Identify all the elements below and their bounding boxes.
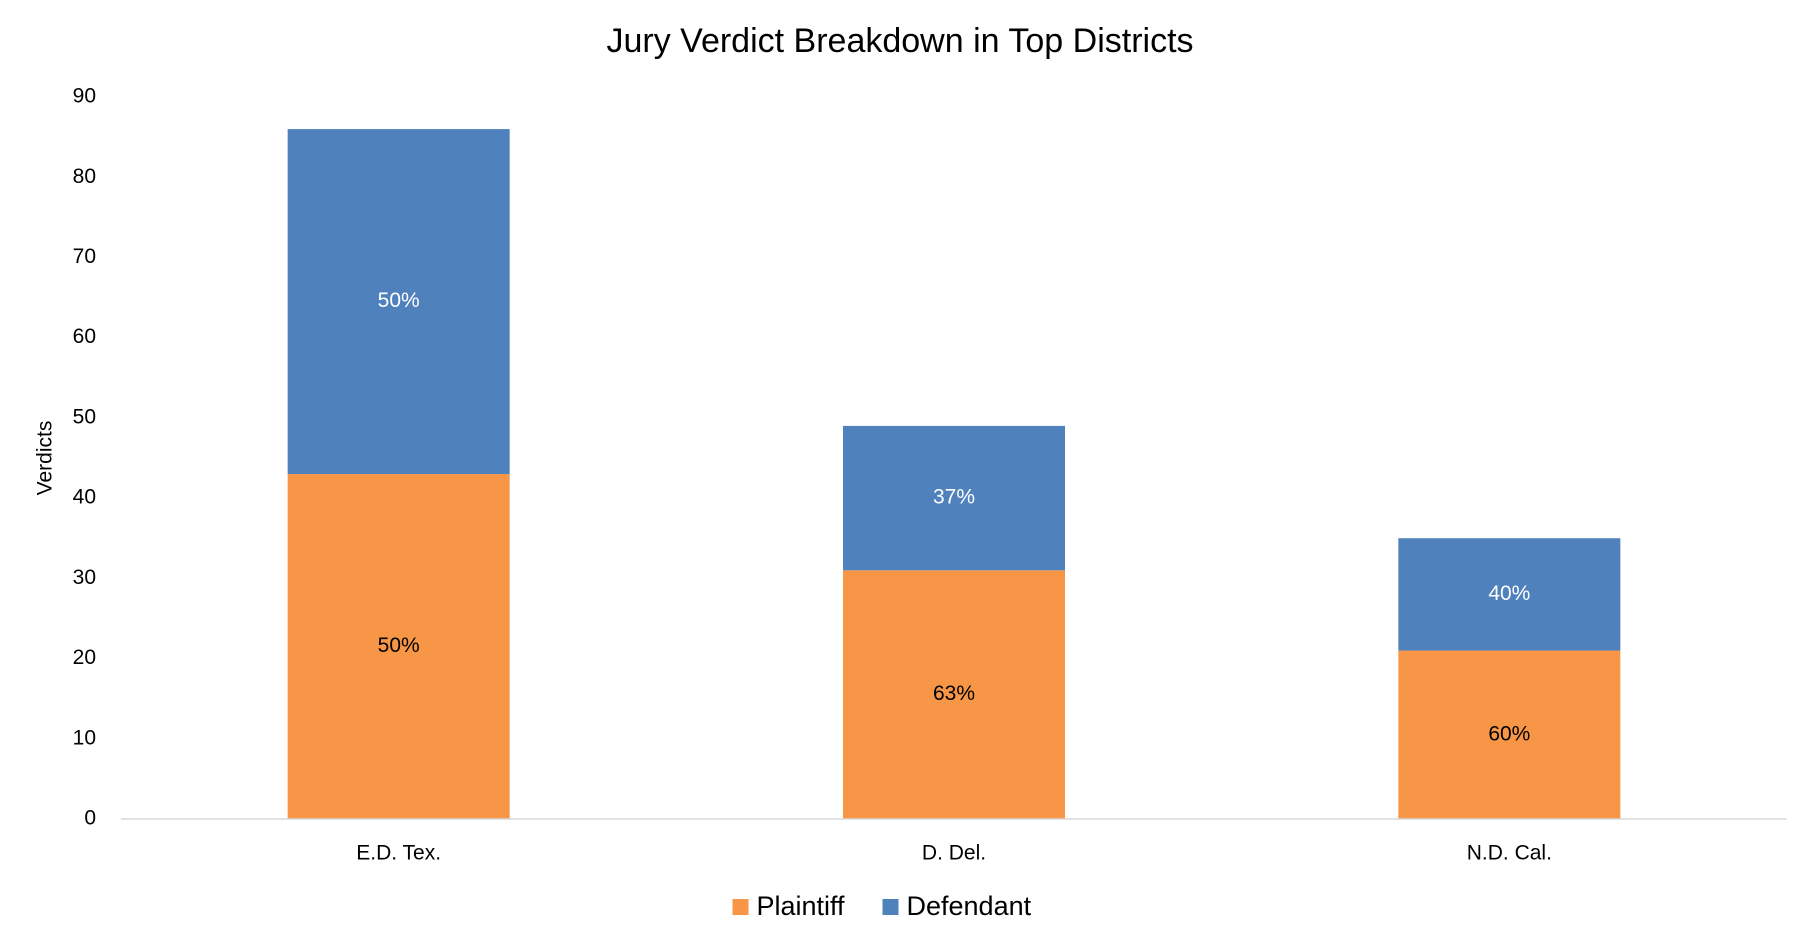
chart-title: Jury Verdict Breakdown in Top Districts — [606, 22, 1193, 60]
legend-swatch — [733, 899, 749, 915]
y-tick-label: 80 — [73, 165, 96, 188]
legend-label: Defendant — [907, 891, 1032, 921]
data-label: 40% — [1488, 582, 1530, 605]
y-tick-label: 0 — [84, 807, 96, 830]
y-tick-label: 70 — [73, 245, 96, 268]
data-label: 37% — [933, 486, 975, 509]
y-tick-label: 10 — [73, 726, 96, 749]
x-tick-label: D. Del. — [922, 842, 986, 865]
data-label: 63% — [933, 682, 975, 705]
x-tick-label: N.D. Cal. — [1467, 842, 1552, 865]
page: {"chart_data": {"type": "stacked-bar", "… — [0, 0, 1799, 941]
x-tick-label: E.D. Tex. — [356, 842, 441, 865]
legend-label: Plaintiff — [757, 891, 846, 921]
y-tick-label: 90 — [73, 85, 96, 108]
y-tick-label: 30 — [73, 566, 96, 589]
y-tick-label: 20 — [73, 646, 96, 669]
legend-swatch — [883, 899, 899, 915]
y-tick-label: 40 — [73, 486, 96, 509]
data-label: 60% — [1488, 722, 1530, 745]
y-tick-label: 60 — [73, 325, 96, 348]
y-tick-label: 50 — [73, 405, 96, 428]
data-label: 50% — [378, 634, 420, 657]
chart: Jury Verdict Breakdown in Top Districts … — [0, 0, 1799, 941]
y-axis-label: Verdicts — [34, 421, 57, 496]
data-label: 50% — [378, 289, 420, 312]
